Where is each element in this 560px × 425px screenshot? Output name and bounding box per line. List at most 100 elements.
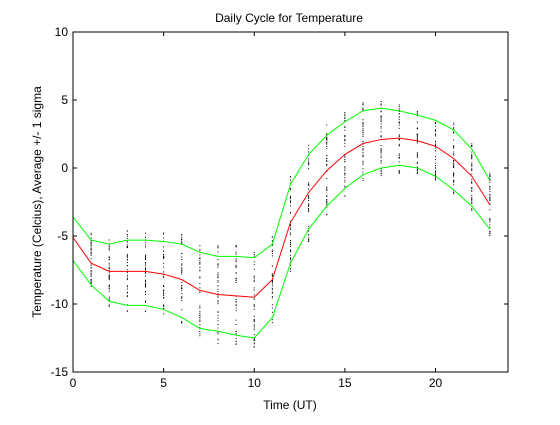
scatter-point: [90, 282, 92, 284]
scatter-point: [126, 288, 128, 290]
scatter-point: [126, 274, 128, 276]
scatter-point: [235, 307, 237, 309]
scatter-point: [435, 122, 436, 124]
scatter-point: [326, 145, 328, 147]
scatter-point: [145, 290, 146, 292]
scatter-point: [217, 263, 219, 265]
scatter-point: [435, 177, 436, 179]
y-tick-label: 10: [55, 25, 69, 39]
scatter-point: [362, 140, 364, 142]
scatter-point: [163, 255, 165, 257]
scatter-point: [326, 196, 328, 198]
scatter-point: [217, 327, 219, 329]
scatter-point: [362, 152, 364, 154]
scatter-point: [416, 135, 418, 137]
scatter-point: [471, 198, 473, 200]
scatter-point: [453, 163, 455, 165]
scatter-point: [308, 211, 310, 213]
scatter-point: [489, 196, 491, 198]
scatter-point: [471, 157, 473, 159]
scatter-point: [308, 162, 310, 164]
scatter-point: [362, 177, 364, 179]
scatter-point: [199, 314, 201, 316]
scatter-point: [471, 181, 473, 183]
scatter-point: [253, 339, 255, 341]
scatter-point: [453, 127, 455, 129]
scatter-point: [290, 176, 291, 178]
scatter-point: [362, 155, 364, 157]
scatter-point: [271, 249, 273, 251]
scatter-point: [344, 116, 346, 118]
scatter-point: [253, 315, 255, 317]
scatter-point: [344, 155, 346, 157]
scatter-point: [271, 307, 273, 309]
scatter-point: [253, 261, 255, 263]
scatter-point: [308, 182, 310, 184]
scatter-point: [398, 135, 400, 137]
scatter-point: [163, 266, 165, 268]
scatter-point: [308, 184, 310, 186]
scatter-point: [471, 169, 473, 171]
scatter-point: [471, 189, 473, 191]
scatter-point: [290, 189, 291, 191]
scatter-point: [362, 129, 364, 131]
scatter-point: [489, 198, 491, 200]
scatter-point: [235, 244, 237, 246]
scatter-point: [181, 270, 183, 272]
scatter-point: [416, 171, 418, 173]
scatter-point: [416, 142, 418, 144]
scatter-point: [471, 194, 473, 196]
scatter-point: [416, 173, 418, 175]
scatter-point: [181, 241, 183, 243]
scatter-point: [416, 137, 418, 139]
scatter-point: [344, 136, 346, 138]
scatter-point: [362, 123, 364, 125]
scatter-point: [90, 253, 92, 255]
scatter-point: [108, 262, 110, 264]
scatter-point: [90, 248, 92, 250]
scatter-point: [453, 124, 455, 126]
scatter-point: [108, 305, 110, 307]
scatter-point: [253, 304, 255, 306]
scatter-point: [145, 282, 146, 284]
scatter-point: [435, 178, 436, 180]
scatter-point: [416, 134, 418, 136]
scatter-point: [308, 209, 310, 211]
scatter-point: [344, 172, 346, 174]
scatter-point: [235, 337, 237, 339]
scatter-point: [126, 230, 128, 232]
scatter-point: [145, 244, 146, 246]
scatter-point: [344, 170, 346, 172]
scatter-point: [471, 155, 473, 157]
scatter-point: [489, 178, 491, 180]
scatter-point: [435, 143, 436, 145]
scatter-point: [235, 258, 237, 260]
scatter-point: [181, 264, 183, 266]
scatter-point: [326, 139, 328, 141]
scatter-point: [362, 163, 364, 165]
scatter-point: [398, 138, 400, 140]
scatter-point: [181, 238, 183, 240]
scatter-point: [217, 274, 219, 276]
scatter-point: [435, 171, 436, 173]
scatter-point: [416, 121, 418, 123]
scatter-point: [181, 296, 183, 298]
scatter-point: [126, 271, 128, 273]
scatter-point: [380, 115, 382, 117]
scatter-point: [108, 276, 110, 278]
scatter-point: [235, 340, 237, 342]
scatter-point: [126, 256, 128, 258]
scatter-point: [326, 147, 328, 149]
scatter-point: [290, 270, 291, 272]
scatter-point: [126, 292, 128, 294]
scatter-point: [344, 117, 346, 119]
scatter-point: [362, 168, 364, 170]
scatter-point: [163, 294, 165, 296]
scatter-point: [362, 148, 364, 150]
scatter-point: [181, 252, 183, 254]
scatter-point: [235, 260, 237, 262]
scatter-point: [326, 202, 328, 204]
scatter-point: [344, 112, 346, 114]
